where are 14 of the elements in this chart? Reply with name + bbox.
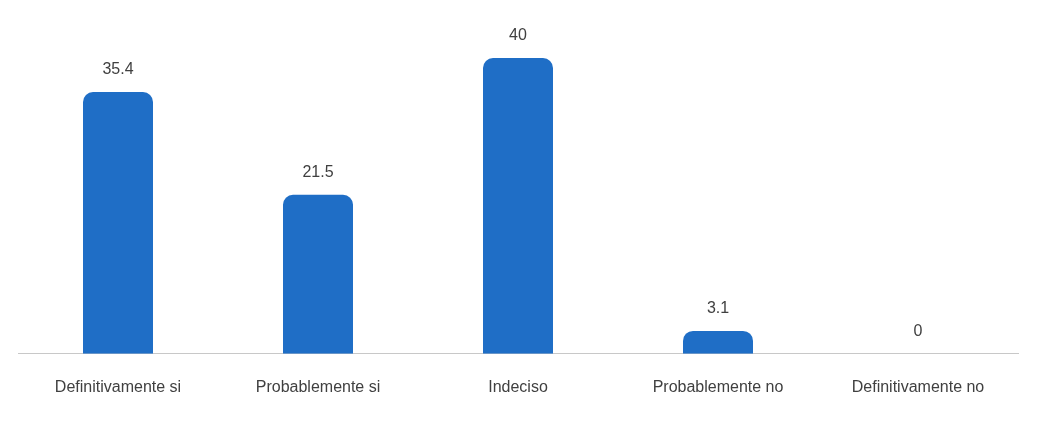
bar xyxy=(283,194,353,354)
data-label: 21.5 xyxy=(302,163,334,181)
data-label: 35.4 xyxy=(102,60,134,78)
x-tick-label: Probablemente si xyxy=(255,377,381,395)
x-tick-label: Indeciso xyxy=(488,377,548,395)
x-tick-label: Definitivamente si xyxy=(54,377,182,395)
data-label: 40 xyxy=(509,26,527,44)
bar xyxy=(683,330,753,354)
x-tick-label: Probablemente no xyxy=(652,377,784,395)
x-tick-label: Definitivamente no xyxy=(851,377,985,395)
data-label: 3.1 xyxy=(706,299,730,317)
bar xyxy=(483,58,553,354)
data-label: 0 xyxy=(913,322,923,340)
bar xyxy=(83,92,153,354)
